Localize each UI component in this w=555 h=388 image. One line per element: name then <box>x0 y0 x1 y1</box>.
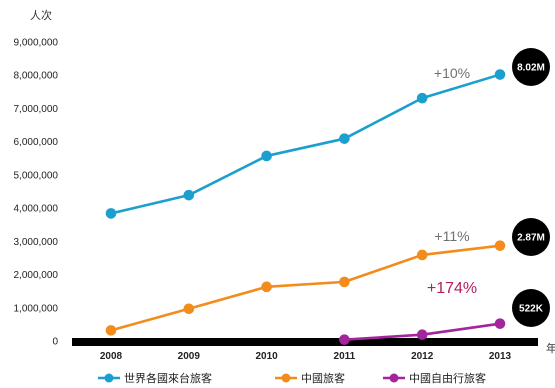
x-tick-label: 2013 <box>489 351 512 362</box>
series-layer: +10% 8.02M +11% 2.87M +174% 522K <box>105 48 550 345</box>
x-tick-label: 2012 <box>411 351 434 362</box>
data-point <box>105 325 117 336</box>
growth-label: +174% <box>427 280 477 297</box>
legend-label: 中國自由行旅客 <box>409 371 486 385</box>
end-value-bubble <box>512 289 550 327</box>
data-point <box>494 318 506 329</box>
data-point <box>339 133 350 144</box>
y-tick-label: 2,000,000 <box>14 270 59 281</box>
data-point <box>183 189 195 201</box>
legend-label: 中國旅客 <box>301 371 345 385</box>
y-tick-label: 3,000,000 <box>14 237 59 248</box>
x-tick-label: 2011 <box>334 351 356 362</box>
y-tick-label: 8,000,000 <box>14 71 59 82</box>
y-tick-label: 9,000,000 <box>14 38 59 49</box>
data-point <box>416 92 428 104</box>
data-point <box>339 276 350 288</box>
y-tick-label: 4,000,000 <box>14 204 59 215</box>
data-point <box>494 69 506 80</box>
y-tick-label: 5,000,000 <box>14 170 59 181</box>
end-value-label: 2.87M <box>517 233 545 244</box>
data-point <box>494 240 506 251</box>
x-tick-label: 2009 <box>178 351 201 362</box>
y-tick-label: 0 <box>52 337 58 348</box>
legend-swatch-marker <box>104 373 114 383</box>
end-value-bubble <box>512 48 550 86</box>
series-2: +11% 2.87M <box>105 218 550 336</box>
growth-label: +10% <box>434 65 470 81</box>
legend-item-2: 中國旅客 <box>275 371 345 385</box>
x-tick-label: 2010 <box>255 351 278 362</box>
data-point <box>416 329 428 340</box>
x-axis-label: 年 <box>546 341 555 355</box>
legend-item-3: 中國自由行旅客 <box>383 371 486 385</box>
series-line <box>110 73 501 215</box>
legend-label: 世界各國來台旅客 <box>124 371 212 385</box>
y-tick-label: 1,000,000 <box>14 303 59 314</box>
legend: 世界各國來台旅客 中國旅客 中國自由行旅客 <box>98 371 486 385</box>
growth-label: +11% <box>434 228 469 244</box>
x-axis: 2008 2009 2010 2011 2012 2013 <box>100 351 512 362</box>
end-value-label: 8.02M <box>517 63 545 74</box>
data-point <box>183 303 195 315</box>
data-point <box>261 150 272 162</box>
data-point <box>339 334 350 345</box>
series-line <box>110 244 501 332</box>
legend-item-1: 世界各國來台旅客 <box>98 371 212 385</box>
data-point <box>105 208 117 219</box>
x-axis-baseline <box>72 338 538 346</box>
legend-swatch-marker <box>281 373 291 383</box>
data-point <box>416 249 428 261</box>
end-value-bubble <box>512 218 550 256</box>
series-1: +10% 8.02M <box>105 48 550 219</box>
series-3: +174% 522K <box>339 280 550 345</box>
y-axis: 0 1,000,000 2,000,000 3,000,000 4,000,000 5,0… <box>14 38 59 348</box>
y-tick-label: 7,000,000 <box>14 104 59 115</box>
data-point <box>261 281 272 293</box>
end-value-label: 522K <box>519 304 544 315</box>
legend-swatch-marker <box>389 373 399 383</box>
x-tick-label: 2008 <box>100 351 123 362</box>
y-tick-label: 6,000,000 <box>14 137 59 148</box>
y-axis-label: 人次 <box>30 8 52 22</box>
